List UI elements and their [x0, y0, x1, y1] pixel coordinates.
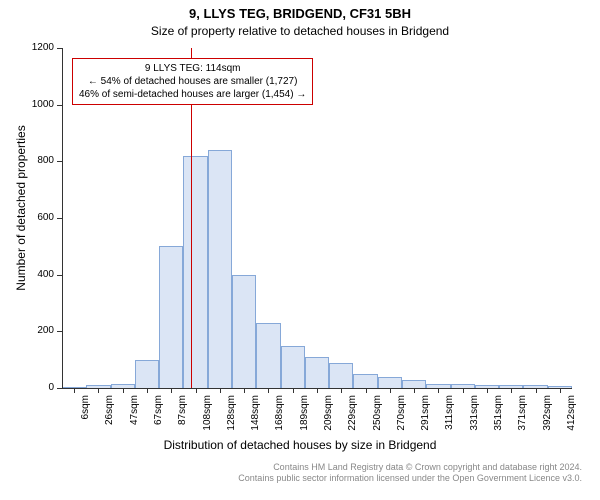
footer-attribution: Contains HM Land Registry data © Crown c…: [0, 462, 600, 485]
x-tick-label: 331sqm: [469, 395, 480, 439]
y-tick-label: 1000: [22, 99, 54, 110]
x-axis-line: [62, 388, 572, 389]
x-tick-label: 311sqm: [444, 395, 455, 439]
chart-title-line1: 9, LLYS TEG, BRIDGEND, CF31 5BH: [0, 6, 600, 21]
x-tick-label: 47sqm: [129, 395, 140, 439]
x-tick-label: 371sqm: [517, 395, 528, 439]
x-tick-label: 148sqm: [250, 395, 261, 439]
histogram-bar: [305, 357, 329, 388]
annotation-line3: 46% of semi-detached houses are larger (…: [79, 88, 306, 101]
x-tick-label: 291sqm: [420, 395, 431, 439]
x-tick-label: 67sqm: [153, 395, 164, 439]
histogram-bar: [353, 374, 377, 388]
histogram-bar: [232, 275, 256, 388]
histogram-bar: [281, 346, 305, 389]
footer-line1: Contains HM Land Registry data © Crown c…: [0, 462, 582, 473]
histogram-bar: [208, 150, 232, 388]
histogram-bar: [402, 380, 426, 389]
x-tick-label: 189sqm: [299, 395, 310, 439]
x-tick-label: 108sqm: [202, 395, 213, 439]
chart-title-line2: Size of property relative to detached ho…: [0, 24, 600, 38]
histogram-bar: [159, 246, 183, 388]
x-tick-label: 270sqm: [396, 395, 407, 439]
y-axis-line: [62, 48, 63, 388]
histogram-bar: [329, 363, 353, 389]
y-tick-label: 0: [22, 382, 54, 393]
footer-line2: Contains public sector information licen…: [0, 473, 582, 484]
annotation-line1: 9 LLYS TEG: 114sqm: [79, 62, 306, 75]
chart-container: 9, LLYS TEG, BRIDGEND, CF31 5BH Size of …: [0, 0, 600, 500]
y-tick-label: 800: [22, 155, 54, 166]
x-tick-label: 209sqm: [323, 395, 334, 439]
x-axis-label: Distribution of detached houses by size …: [0, 438, 600, 452]
x-tick-label: 250sqm: [372, 395, 383, 439]
y-tick-label: 1200: [22, 42, 54, 53]
histogram-bar: [378, 377, 402, 388]
y-tick-label: 600: [22, 212, 54, 223]
histogram-bar: [183, 156, 207, 388]
x-tick-label: 412sqm: [566, 395, 577, 439]
histogram-bar: [256, 323, 280, 388]
x-tick-label: 229sqm: [347, 395, 358, 439]
x-tick-label: 168sqm: [274, 395, 285, 439]
x-tick-label: 128sqm: [226, 395, 237, 439]
annotation-line2: ← 54% of detached houses are smaller (1,…: [79, 75, 306, 88]
x-tick-label: 87sqm: [177, 395, 188, 439]
y-tick-label: 200: [22, 325, 54, 336]
annotation-box: 9 LLYS TEG: 114sqm ← 54% of detached hou…: [72, 58, 313, 105]
y-tick-label: 400: [22, 269, 54, 280]
x-tick-label: 26sqm: [104, 395, 115, 439]
histogram-bar: [135, 360, 159, 388]
x-tick-label: 392sqm: [542, 395, 553, 439]
x-tick-label: 6sqm: [80, 395, 91, 439]
x-tick-label: 351sqm: [493, 395, 504, 439]
